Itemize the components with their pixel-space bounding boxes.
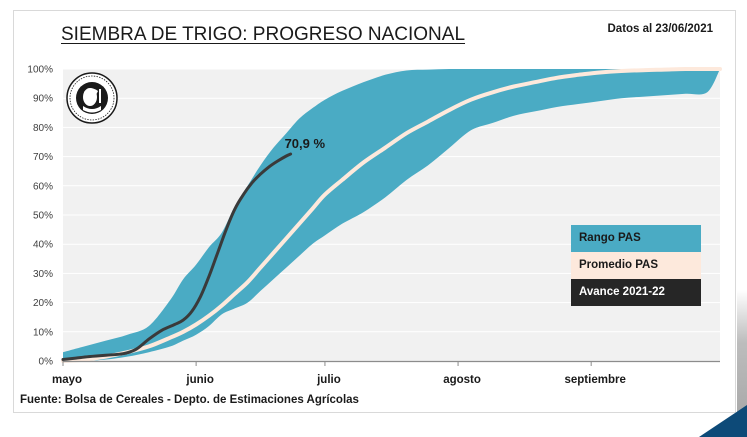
range-band-area [63, 68, 720, 362]
slide-edge-shadow [737, 290, 747, 420]
current-season-line [61, 152, 293, 361]
y-tick-label: 10% [33, 327, 53, 338]
institution-seal-logo [66, 72, 118, 124]
x-axis: mayo junio julio agosto septiembre [52, 361, 626, 386]
y-tick-label: 70% [33, 152, 53, 163]
y-axis: 0% 10% 20% 30% 40% 50% 60% 70% 80% 90% 100% [27, 65, 53, 368]
y-tick-label: 30% [33, 269, 53, 280]
x-tick-label: junio [185, 374, 213, 386]
y-tick-label: 90% [33, 94, 53, 105]
average-line [61, 66, 722, 363]
chart-title: SIEMBRA DE TRIGO: PROGRESO NACIONAL [61, 24, 466, 45]
y-tick-label: 100% [27, 65, 53, 76]
legend-item-average: Promedio PAS [571, 252, 701, 279]
x-tick-label: septiembre [564, 374, 625, 386]
y-tick-label: 20% [33, 298, 53, 309]
data-date-note: Datos al 23/06/2021 [607, 23, 714, 35]
y-tick-label: 60% [33, 181, 53, 192]
y-tick-label: 50% [33, 211, 53, 222]
y-tick-label: 40% [33, 240, 53, 251]
legend-item-current: Avance 2021-22 [571, 279, 701, 306]
legend-item-range: Rango PAS [571, 225, 701, 252]
slide-corner-decoration [699, 405, 747, 437]
x-tick-label: julio [316, 374, 341, 386]
chart-legend: Rango PAS Promedio PAS Avance 2021-22 [571, 225, 701, 306]
y-tick-label: 0% [39, 357, 54, 368]
x-tick-label: agosto [443, 374, 481, 386]
source-note: Fuente: Bolsa de Cereales - Depto. de Es… [20, 394, 359, 406]
y-tick-label: 80% [33, 123, 53, 134]
x-tick-label: mayo [52, 374, 82, 386]
current-value-label: 70,9 % [285, 136, 326, 151]
